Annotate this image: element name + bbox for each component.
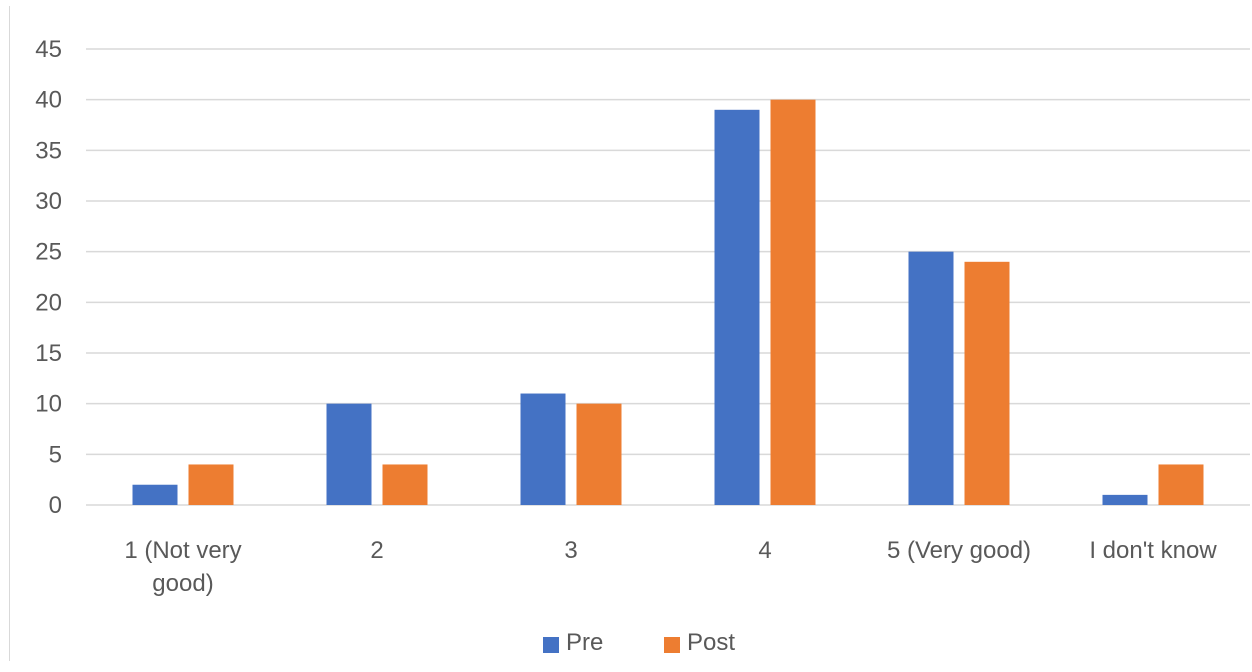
y-tick-label: 30 (35, 188, 62, 215)
y-tick-label: 45 (35, 36, 62, 63)
y-axis-ticks: 0 5 10 15 20 25 30 35 40 45 (35, 36, 62, 519)
y-tick-label: 25 (35, 239, 62, 266)
x-category-label: 4 (758, 537, 771, 564)
bar-post-0 (188, 464, 234, 505)
bar-pre-1 (326, 403, 372, 505)
chart-frame-border (9, 6, 10, 661)
x-category-label: I don't know (1089, 537, 1217, 564)
y-tick-label: 0 (49, 492, 62, 519)
legend: Pre Post (543, 629, 735, 656)
x-category-label: 5 (Very good) (887, 537, 1031, 564)
bar-pre-0 (132, 484, 178, 505)
x-category-label: 1 (Not very (124, 537, 241, 564)
bar-post-3 (770, 99, 816, 506)
x-category-label: 2 (370, 537, 383, 564)
y-tick-label: 20 (35, 289, 62, 316)
y-tick-label: 40 (35, 87, 62, 114)
y-tick-label: 15 (35, 340, 62, 367)
bar-pre-4 (908, 251, 954, 505)
x-category-label: 3 (564, 537, 577, 564)
bar-post-1 (382, 464, 428, 505)
x-axis-labels: 1 (Not very good) 2 3 4 5 (Very good) I don't … (124, 537, 1217, 597)
y-tick-label: 5 (49, 441, 62, 468)
bar-pre-3 (714, 109, 760, 506)
x-category-label: good) (152, 570, 213, 597)
gridlines (86, 48, 1250, 506)
y-tick-label: 35 (35, 137, 62, 164)
bars (132, 99, 1204, 506)
bar-pre-2 (520, 393, 566, 505)
legend-swatch-post (664, 637, 680, 653)
legend-label-pre: Pre (566, 629, 603, 656)
bar-post-2 (576, 403, 622, 505)
legend-swatch-pre (543, 637, 559, 653)
y-tick-label: 10 (35, 391, 62, 418)
bar-post-5 (1158, 464, 1204, 505)
bar-post-4 (964, 261, 1010, 505)
bar-pre-5 (1102, 494, 1148, 505)
legend-label-post: Post (687, 629, 735, 656)
